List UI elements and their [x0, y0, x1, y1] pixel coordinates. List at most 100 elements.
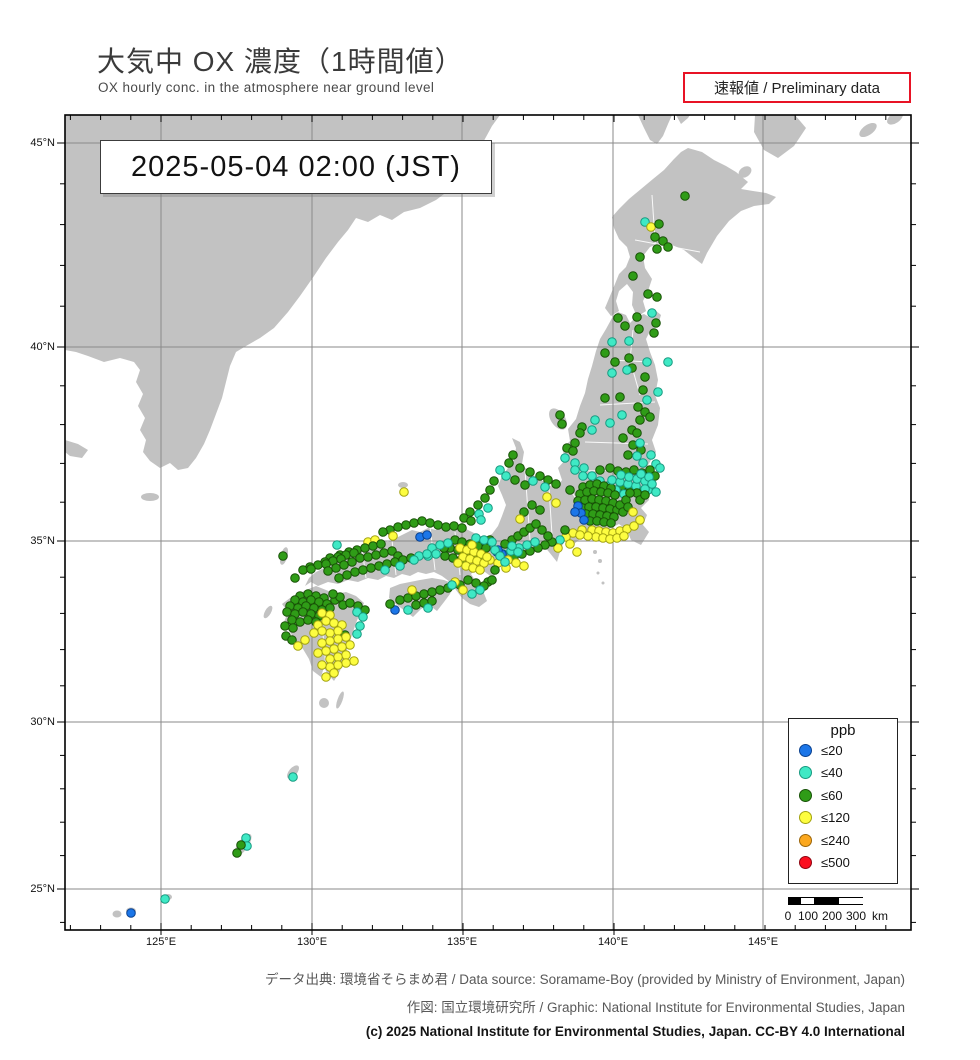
station-dot	[378, 527, 388, 537]
station-dot	[475, 585, 485, 595]
station-dot	[613, 313, 623, 323]
station-dot	[293, 641, 303, 651]
station-dot	[636, 469, 646, 479]
station-dot	[303, 615, 313, 625]
station-dot	[467, 540, 477, 550]
station-dot	[317, 626, 327, 636]
station-dot	[435, 540, 445, 550]
station-dot	[522, 540, 532, 550]
station-dot	[610, 490, 620, 500]
station-dot	[329, 644, 339, 654]
station-dot	[288, 623, 298, 633]
lon-axis-label: 140°E	[597, 936, 629, 948]
station-dot	[504, 458, 514, 468]
station-dot	[366, 563, 376, 573]
station-dot	[501, 471, 511, 481]
station-dot	[300, 635, 310, 645]
station-dot	[553, 543, 563, 553]
station-dot	[325, 636, 335, 646]
station-dot	[487, 537, 497, 547]
station-dot	[651, 318, 661, 328]
station-dot	[329, 668, 339, 678]
station-dot	[473, 500, 483, 510]
station-dot	[466, 516, 476, 526]
station-dot	[427, 587, 437, 597]
station-dot	[287, 615, 297, 625]
legend-dot-icon	[799, 811, 812, 825]
station-dot	[282, 607, 292, 617]
station-dot	[515, 463, 525, 473]
station-dot	[507, 541, 517, 551]
station-dot	[363, 552, 373, 562]
station-dot	[393, 522, 403, 532]
station-dot	[490, 565, 500, 575]
station-dot	[575, 428, 585, 438]
station-dot	[313, 648, 323, 658]
station-dot	[321, 646, 331, 656]
station-dot	[652, 244, 662, 254]
station-dot	[605, 463, 615, 473]
shandong	[65, 440, 88, 458]
station-dot	[160, 894, 170, 904]
station-dot	[646, 450, 656, 460]
station-dot	[328, 589, 338, 599]
footer-graphic-credit: 作図: 国立環境研究所 / Graphic: National Institut…	[406, 1000, 905, 1015]
legend-item: ≤20	[789, 739, 897, 762]
lon-axis-label: 125°E	[145, 936, 177, 948]
hokkaido	[605, 148, 776, 317]
station-dot	[568, 446, 578, 456]
station-dot	[358, 612, 368, 622]
legend-item: ≤60	[789, 784, 897, 807]
station-dot	[342, 570, 352, 580]
station-dot	[607, 475, 617, 485]
scale-bar-label: 300	[845, 909, 867, 923]
station-dot	[126, 908, 136, 918]
station-dot	[489, 476, 499, 486]
station-dot	[333, 634, 343, 644]
station-dot	[287, 635, 297, 645]
station-dot	[483, 503, 493, 513]
station-dot	[332, 540, 342, 550]
lat-axis-label: 30°N	[30, 716, 55, 728]
station-dot	[440, 551, 450, 561]
station-dot	[467, 589, 477, 599]
jeju	[141, 493, 159, 501]
station-dot	[278, 551, 288, 561]
station-dot	[458, 585, 468, 595]
station-dot	[341, 650, 351, 660]
station-dot	[519, 561, 529, 571]
station-dot	[511, 558, 521, 568]
station-dot	[485, 485, 495, 495]
station-dot	[638, 458, 648, 468]
scale-bar-label: 100	[797, 909, 819, 923]
station-dot	[358, 565, 368, 575]
station-dot	[607, 337, 617, 347]
station-dot	[642, 395, 652, 405]
station-dot	[395, 595, 405, 605]
station-dot	[379, 548, 389, 558]
legend-item: ≤500	[789, 852, 897, 875]
station-dot	[422, 549, 432, 559]
station-dot	[513, 547, 523, 557]
station-dot	[640, 372, 650, 382]
station-dot	[435, 585, 445, 595]
legend-title: ppb	[830, 722, 856, 739]
legend-dot-icon	[799, 766, 812, 780]
station-dot	[555, 535, 565, 545]
station-dot	[633, 402, 643, 412]
legend-item: ≤240	[789, 829, 897, 852]
station-dot	[395, 561, 405, 571]
station-dot	[417, 516, 427, 526]
station-dot	[409, 555, 419, 565]
station-dot	[399, 487, 409, 497]
station-dot	[298, 607, 308, 617]
station-dot	[409, 518, 419, 528]
station-dot	[479, 535, 489, 545]
station-dot	[334, 573, 344, 583]
goto	[263, 605, 273, 619]
legend-dot-icon	[799, 743, 812, 757]
station-dot	[345, 598, 355, 608]
station-dot	[531, 519, 541, 529]
station-dot	[625, 488, 635, 498]
scale-bar-label: 0	[784, 909, 792, 923]
